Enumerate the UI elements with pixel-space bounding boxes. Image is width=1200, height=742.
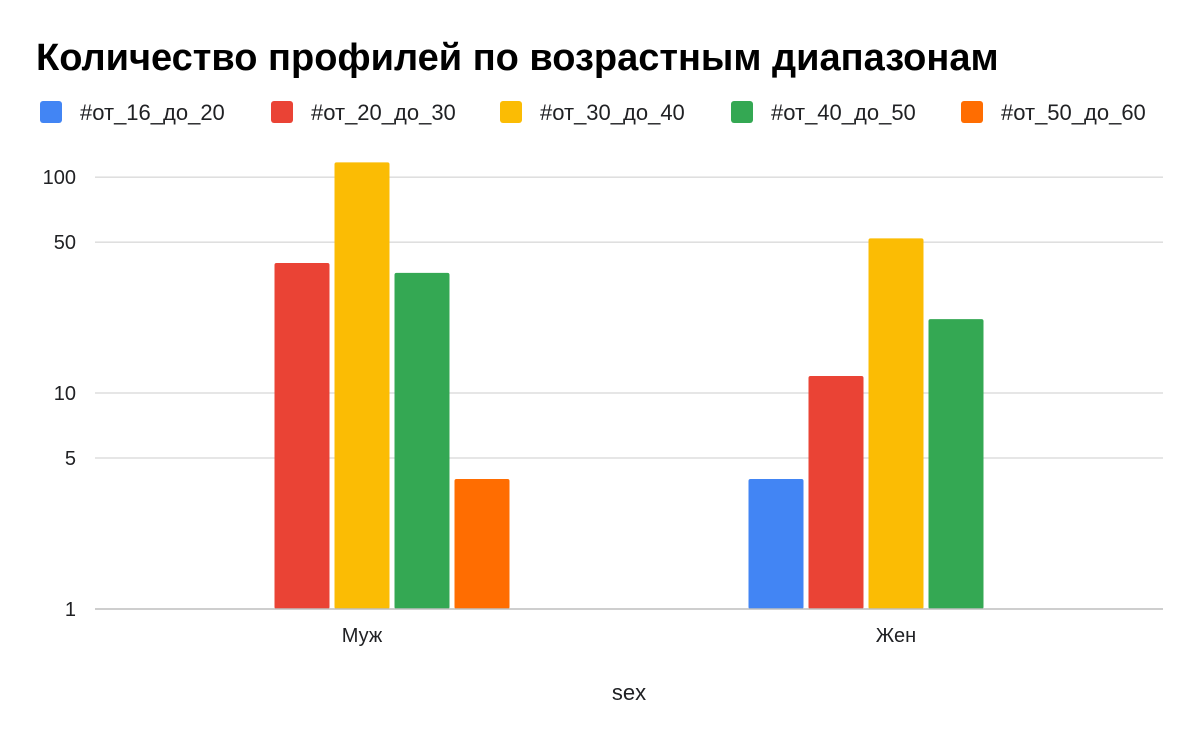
y-tick-label-10: 10 <box>54 383 76 405</box>
x-tick-label-жен: Жен <box>876 625 916 647</box>
legend-swatch-от-40-до-50 <box>731 101 753 123</box>
bar-жен-от-40-до-50[interactable] <box>928 319 984 609</box>
legend-swatch-от-20-до-30 <box>271 101 293 123</box>
gridlines <box>95 176 1163 459</box>
y-axis-ticks: 1 5 10 50 100 <box>43 167 76 621</box>
x-axis-title: sex <box>612 680 646 705</box>
legend: #от_16_до_20 #от_20_до_30 #от_30_до_40 #от_… <box>40 100 1146 125</box>
legend-swatch-от-30-до-40 <box>500 101 522 123</box>
bar-муж-от-20-до-30[interactable] <box>274 263 330 609</box>
bar-муж-от-30-до-40[interactable] <box>334 162 390 609</box>
bar-жен-от-16-до-20[interactable] <box>748 478 804 609</box>
y-tick-label-100: 100 <box>43 167 76 189</box>
legend-label-от-16-до-20: #от_16_до_20 <box>80 100 225 125</box>
legend-swatch-от-50-до-60 <box>961 101 983 123</box>
legend-label-от-20-до-30: #от_20_до_30 <box>311 100 456 125</box>
y-tick-label-50: 50 <box>54 232 76 254</box>
legend-label-от-40-до-50: #от_40_до_50 <box>771 100 916 125</box>
legend-label-от-30-до-40: #от_30_до_40 <box>540 100 685 125</box>
bars <box>274 162 984 609</box>
legend-swatch-от-16-до-20 <box>40 101 62 123</box>
y-tick-label-5: 5 <box>65 448 76 470</box>
bar-жен-от-20-до-30[interactable] <box>808 375 864 609</box>
y-tick-label-1: 1 <box>65 599 76 621</box>
bar-муж-от-40-до-50[interactable] <box>394 272 450 609</box>
bar-муж-от-50-до-60[interactable] <box>454 478 510 609</box>
x-axis-ticks: Муж Жен <box>342 625 916 647</box>
bar-жен-от-30-до-40[interactable] <box>868 238 924 609</box>
x-tick-label-муж: Муж <box>342 625 383 647</box>
legend-label-от-50-до-60: #от_50_до_60 <box>1001 100 1146 125</box>
chart-title: Количество профилей по возрастным диапаз… <box>36 37 999 79</box>
